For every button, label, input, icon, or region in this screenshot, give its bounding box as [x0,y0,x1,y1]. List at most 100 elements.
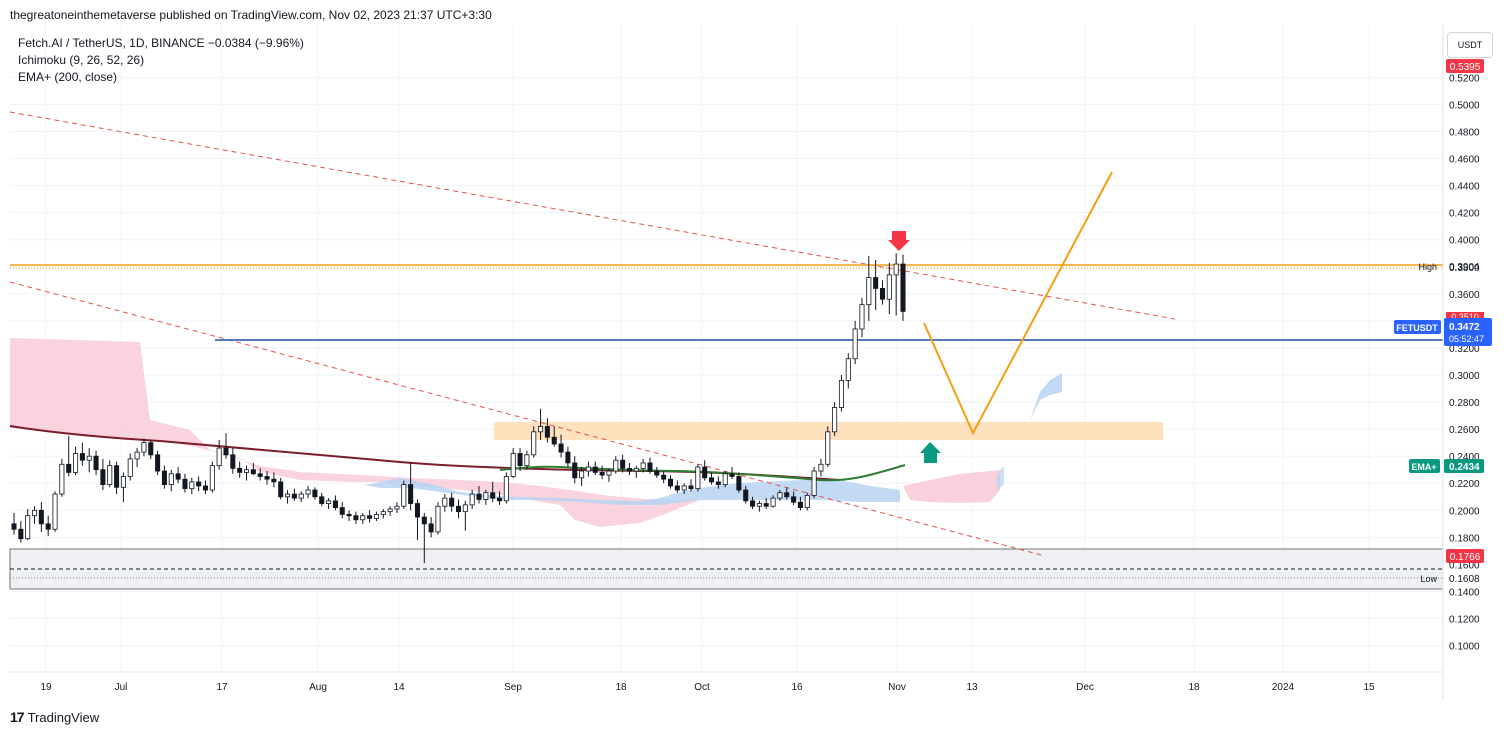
tag-last-bg [1444,318,1492,346]
candle-up [380,511,386,515]
x-tick-label: 18 [615,682,627,693]
candle-up [770,497,776,507]
tag-low-band: 0.1766 [1450,552,1481,563]
candle-up [86,455,92,461]
time-axis[interactable]: 19 Jul 17 Aug 14 Sep 18 Oct 16 Nov 13 Dec 18 2024 15 [40,682,1375,693]
tag-partial-bg [1446,312,1484,320]
candle-down [223,447,229,456]
x-tick-label: 17 [216,682,228,693]
cloud-pink-left [10,338,700,527]
y-tick-label: 0.2400 [1449,452,1480,463]
candle-up [503,476,509,502]
candle-up [360,515,366,521]
candle-up [579,470,585,479]
candle-down [367,515,373,519]
candle-down [408,484,414,504]
candle-up [394,505,400,510]
y-tick-label: 0.2800 [1449,398,1480,409]
x-tick-label: 18 [1188,682,1200,693]
candle-up [168,473,174,485]
x-tick-label: 14 [393,682,405,693]
candle-down [18,528,24,540]
candle-up [285,493,291,498]
tag-top-bg [1446,59,1484,73]
candle-down [729,473,735,477]
candle-down [421,516,427,525]
price-axis[interactable]: 0.5200 0.5000 0.4800 0.4600 0.4400 0.4200 0.40… [1449,73,1480,652]
tag-low-value: 0.1608 [1449,574,1480,585]
candle-down [353,515,359,521]
candle-down [599,472,605,476]
y-tick-label: 0.3200 [1449,344,1480,355]
candle-down [114,465,120,488]
candle-down [79,453,85,461]
tag-last: 0.3472 [1449,322,1480,333]
candle-down [271,478,277,483]
candle-down [278,481,284,498]
candle-up [141,442,147,453]
x-tick-label: Nov [888,682,906,693]
candle-up [209,465,215,491]
candle-down [250,469,256,475]
candle-down [428,523,434,533]
candle-down [455,505,462,513]
x-tick-label: 2024 [1272,682,1295,693]
candle-up [59,463,65,495]
legend-symbol[interactable]: Fetch.AI / TetherUS, 1D, BINANCE −0.0384… [18,36,304,50]
candle-up [326,500,332,504]
candle-down [702,466,708,479]
candle-up [859,304,865,330]
y-tick-label: 0.4800 [1449,127,1480,138]
y-tick-label: 0.1800 [1449,533,1480,544]
y-tick-label: 0.3800 [1449,263,1480,274]
candle-down [551,436,557,445]
x-tick-label: 16 [791,682,803,693]
candle-down [93,455,99,471]
candle-up [681,485,687,491]
legend-ichimoku[interactable]: Ichimoku (9, 26, 52, 26) [18,53,145,67]
candle-down [66,463,72,473]
y-tick-label: 0.2600 [1449,425,1480,436]
candle-down [100,469,106,485]
candle-down [38,509,44,525]
candle-down [182,478,188,490]
currency-unit-button[interactable]: USDT [1447,32,1493,58]
tradingview-logo-text: TradingView [27,709,100,725]
candle-down [647,462,653,472]
candle-up [52,493,58,530]
descending-trendline-top [9,111,1176,320]
price-tags: 0.5395 High 0.3904 0.3510 FETUSDT 0.3472… [1394,59,1492,585]
y-tick-label: 0.1400 [1449,587,1480,598]
candle-down [667,478,674,487]
candle-down [797,501,803,508]
candle-up [127,458,133,477]
candle-up [31,509,38,517]
candle-down [544,426,550,438]
candle-up [305,489,311,495]
candle-down [202,485,208,491]
y-tick-label: 0.4200 [1449,209,1480,220]
candle-up [722,473,728,485]
candle-up [524,454,530,467]
candle-down [449,497,455,507]
candle-down [161,470,167,485]
tradingview-logo[interactable]: 17 TradingView [10,709,99,725]
y-tick-label: 0.3000 [1449,371,1480,382]
tag-low-label: Low [1420,574,1437,584]
candle-up [845,358,851,381]
candle-down [257,473,263,477]
candle-up [107,465,113,485]
candle-up [640,462,646,469]
candle-down [873,277,879,289]
up-arrow-icon [920,442,941,463]
tradingview-logo-icon: 17 [10,709,25,725]
candle-down [497,497,503,502]
legend-ema[interactable]: EMA+ (200, close) [18,70,118,84]
projection-path [923,171,1113,436]
cloud-blue-right [1030,373,1062,420]
candle-down [196,481,202,487]
tag-symbol: FETUSDT [1396,323,1438,333]
candle-up [510,453,516,477]
candle-down [620,459,626,469]
